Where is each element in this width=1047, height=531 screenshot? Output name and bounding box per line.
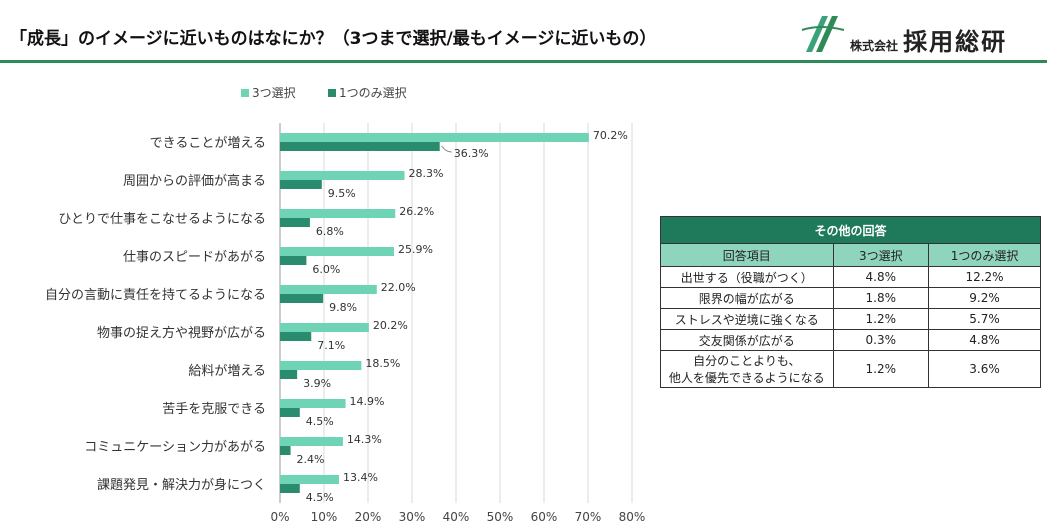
other-answers-table: その他の回答 回答項目 3つ選択 1つのみ選択 出世する（役職がつく） 4.8%… <box>660 216 1041 388</box>
bar-1select <box>280 332 311 341</box>
category-label: 周囲からの評価が高まる <box>123 173 266 189</box>
table-cell-1select: 3.6% <box>929 351 1041 388</box>
logo-small-text: 株式会社 <box>850 39 898 53</box>
table-cell-item-line1: 自分のことよりも、 <box>693 354 800 368</box>
bar-1select <box>280 446 291 455</box>
logo-text: 株式会社 採用総研 <box>850 22 1007 57</box>
x-tick-label: 30% <box>399 510 426 524</box>
bar-3select <box>280 361 361 370</box>
bar-1select <box>280 484 300 493</box>
table-cell-1select: 12.2% <box>929 267 1041 288</box>
data-label-3select: 25.9% <box>398 243 433 256</box>
x-tick-label: 40% <box>443 510 470 524</box>
bar-1select <box>280 294 323 303</box>
category-label: コミュニケーション力があがる <box>84 440 266 455</box>
category-label: ひとりで仕事をこなせるようになる <box>58 212 266 227</box>
data-label-3select: 18.5% <box>365 357 400 370</box>
bar-3select <box>280 247 394 256</box>
legend-label-1select: 1つのみ選択 <box>339 86 407 100</box>
bar-3select <box>280 323 369 332</box>
data-label-3select: 20.2% <box>373 319 408 332</box>
table-cell-3select: 1.2% <box>833 309 928 330</box>
table-cell-item: ストレスや逆境に強くなる <box>661 309 834 330</box>
table-row: 自分のことよりも、 他人を優先できるようになる 1.2% 3.6% <box>661 351 1041 388</box>
table-cell-1select: 4.8% <box>929 330 1041 351</box>
data-label-1select: 36.3% <box>454 147 489 160</box>
data-label-3select: 26.2% <box>399 205 434 218</box>
table-cell-1select: 9.2% <box>929 288 1041 309</box>
legend-swatch-1select <box>328 89 336 97</box>
table-row: 出世する（役職がつく） 4.8% 12.2% <box>661 267 1041 288</box>
bar-1select <box>280 142 440 151</box>
table-cell-1select: 5.7% <box>929 309 1041 330</box>
category-label: 課題発見・解決力が身につく <box>97 477 266 493</box>
x-tick-label: 70% <box>575 510 602 524</box>
data-label-leader <box>442 146 452 152</box>
data-label-1select: 9.8% <box>329 301 357 314</box>
data-label-3select: 22.0% <box>381 281 416 294</box>
data-label-1select: 2.4% <box>297 453 325 466</box>
data-label-1select: 6.0% <box>312 263 340 276</box>
table-cell-item-line2: 他人を優先できるようになる <box>669 371 825 385</box>
data-label-3select: 70.2% <box>593 129 628 142</box>
category-label: できることが増える <box>150 136 266 151</box>
x-tick-label: 10% <box>311 510 338 524</box>
table-cell-3select: 4.8% <box>833 267 928 288</box>
category-label: 仕事のスピードがあがる <box>123 250 266 265</box>
bar-1select <box>280 370 297 379</box>
table-cell-3select: 1.8% <box>833 288 928 309</box>
bar-3select <box>280 475 339 484</box>
table-cell-item: 交友関係が広がる <box>661 330 834 351</box>
category-label: 苦手を克服できる <box>162 401 266 417</box>
data-label-1select: 9.5% <box>328 187 356 200</box>
x-tick-label: 60% <box>531 510 558 524</box>
category-label: 物事の捉え方や視野が広がる <box>97 325 266 341</box>
bar-1select <box>280 218 310 227</box>
data-label-1select: 4.5% <box>306 491 334 504</box>
bar-3select <box>280 437 343 446</box>
x-tick-label: 80% <box>619 510 646 524</box>
table-header-3select: 3つ選択 <box>833 244 928 267</box>
data-label-3select: 14.3% <box>347 433 382 446</box>
table-header-1select: 1つのみ選択 <box>929 244 1041 267</box>
table-cell-3select: 1.2% <box>833 351 928 388</box>
bar-1select <box>280 180 322 189</box>
table-row: ストレスや逆境に強くなる 1.2% 5.7% <box>661 309 1041 330</box>
bar-3select <box>280 209 395 218</box>
bar-1select <box>280 408 300 417</box>
data-label-3select: 13.4% <box>343 471 378 484</box>
data-label-1select: 7.1% <box>317 339 345 352</box>
bar-3select <box>280 285 377 294</box>
x-tick-label: 0% <box>270 510 289 524</box>
bar-3select <box>280 133 589 142</box>
data-label-3select: 28.3% <box>409 167 444 180</box>
data-label-1select: 4.5% <box>306 415 334 428</box>
table-cell-item: 出世する（役職がつく） <box>661 267 834 288</box>
table-cell-3select: 0.3% <box>833 330 928 351</box>
table-header-item: 回答項目 <box>661 244 834 267</box>
table-cell-item: 自分のことよりも、 他人を優先できるようになる <box>661 351 834 388</box>
data-label-1select: 6.8% <box>316 225 344 238</box>
table-cell-item: 限界の幅が広がる <box>661 288 834 309</box>
company-logo: 株式会社 採用総研 <box>800 12 1040 56</box>
data-label-1select: 3.9% <box>303 377 331 390</box>
logo-big-text: 採用総研 <box>903 27 1007 56</box>
bar-3select <box>280 171 405 180</box>
category-label: 自分の言動に責任を持てるようになる <box>45 288 266 303</box>
bar-chart: 0% 10% 20% 30% 40% 50% 60% 70% 80% 3つ選択 1つのみ選択できるこ… <box>0 0 650 531</box>
logo-mark-icon <box>800 12 846 56</box>
table-row: 交友関係が広がる 0.3% 4.8% <box>661 330 1041 351</box>
x-tick-label: 20% <box>355 510 382 524</box>
table-title: その他の回答 <box>661 217 1041 244</box>
bar-3select <box>280 399 346 408</box>
legend-label-3select: 3つ選択 <box>252 86 296 100</box>
table-row: 限界の幅が広がる 1.8% 9.2% <box>661 288 1041 309</box>
x-tick-label: 50% <box>487 510 514 524</box>
bar-1select <box>280 256 306 265</box>
legend-swatch-3select <box>241 89 249 97</box>
category-label: 給料が増える <box>188 364 266 379</box>
data-label-3select: 14.9% <box>350 395 385 408</box>
